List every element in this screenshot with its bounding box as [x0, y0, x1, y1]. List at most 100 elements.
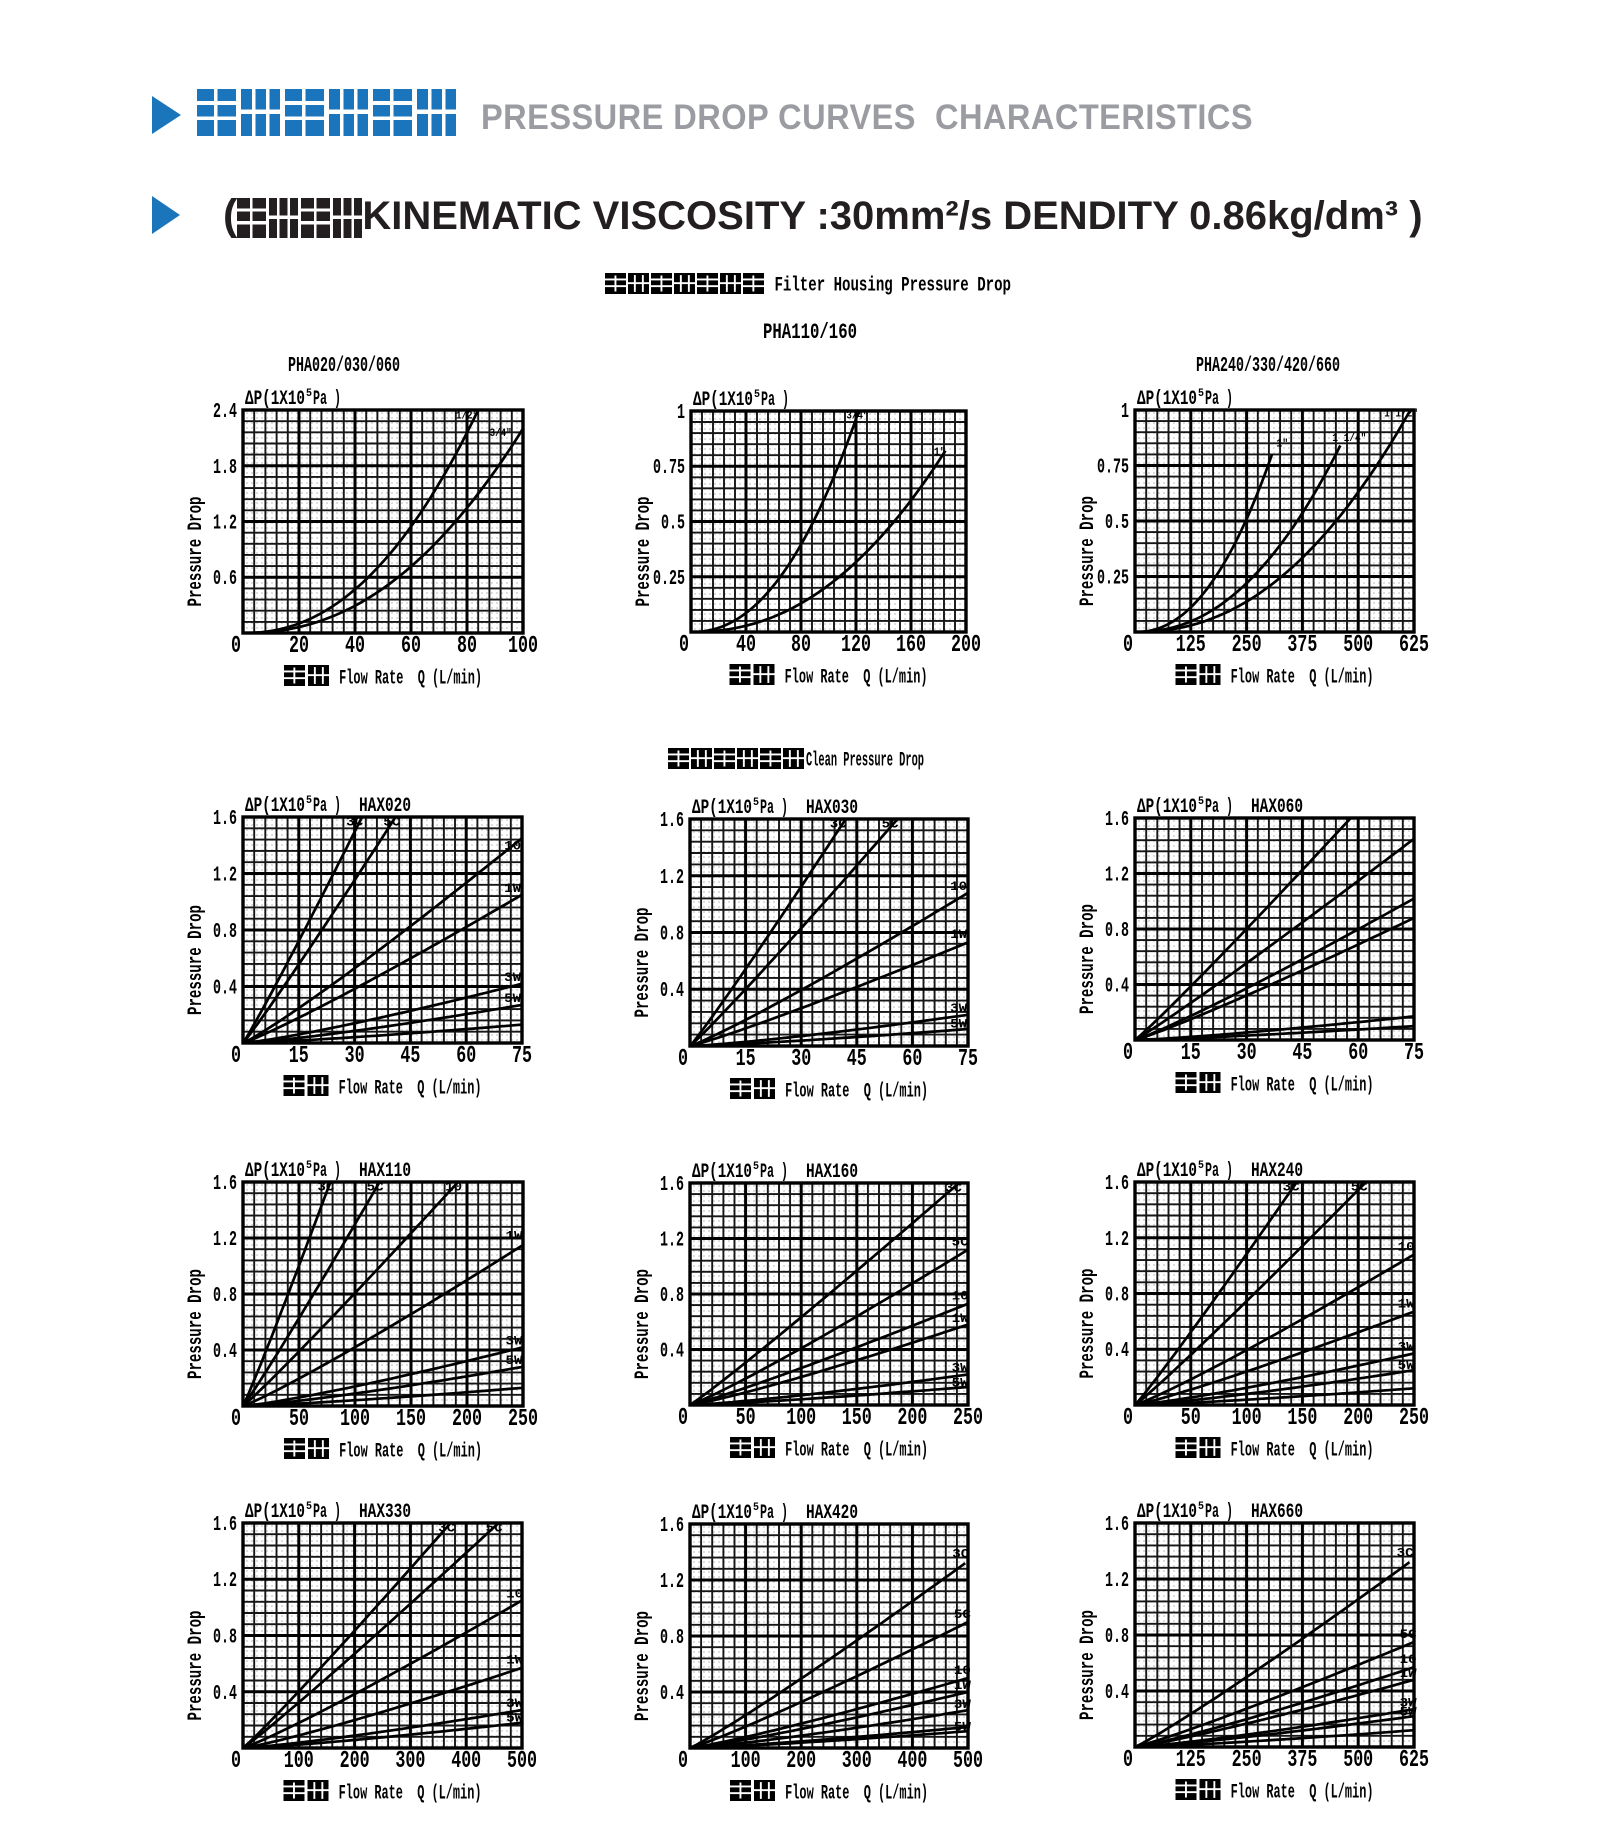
svg-text:0.4: 0.4: [1105, 1340, 1129, 1363]
svg-text:0.8: 0.8: [1105, 1285, 1129, 1308]
svg-text:1W: 1W: [950, 927, 967, 942]
svg-text:3/4": 3/4": [846, 411, 868, 423]
svg-text:1.2: 1.2: [213, 513, 237, 536]
svg-text:300: 300: [842, 1748, 872, 1775]
svg-text:0: 0: [678, 1046, 688, 1073]
svg-text:0.8: 0.8: [1105, 1626, 1129, 1649]
svg-text:Pa ): Pa ): [1205, 388, 1233, 411]
svg-text:ΔP(1X10: ΔP(1X10: [245, 388, 305, 411]
svg-text:Pa ): Pa ): [1205, 796, 1233, 819]
svg-text:250: 250: [1399, 1405, 1429, 1432]
svg-text:ΔP(1X10: ΔP(1X10: [693, 389, 753, 412]
svg-text:0.4: 0.4: [660, 1341, 684, 1364]
svg-text:300: 300: [395, 1748, 425, 1775]
svg-text:60: 60: [902, 1046, 922, 1073]
svg-text:0.8: 0.8: [660, 924, 684, 947]
svg-text:ΔP(1X10: ΔP(1X10: [1137, 1501, 1197, 1524]
svg-text:5: 5: [1198, 388, 1204, 400]
svg-text:150: 150: [1287, 1405, 1317, 1432]
svg-text:5: 5: [753, 1502, 759, 1514]
svg-text:ΔP(1X10: ΔP(1X10: [692, 1502, 752, 1525]
svg-text:1/2": 1/2": [456, 410, 478, 422]
svg-text:3C: 3C: [952, 1547, 969, 1562]
svg-text:5W: 5W: [1398, 1358, 1415, 1373]
svg-text:Pressure Drop: Pressure Drop: [1077, 1269, 1100, 1379]
svg-text:1 1/2": 1 1/2": [1384, 409, 1418, 421]
svg-text:5C: 5C: [1351, 1179, 1368, 1194]
svg-text:Pressure Drop: Pressure Drop: [185, 1269, 208, 1379]
svg-text:1.2: 1.2: [213, 865, 237, 888]
svg-text:Filter Housing Pressure Drop: Filter Housing Pressure Drop: [766, 275, 1011, 298]
svg-text:1: 1: [677, 402, 685, 425]
svg-text:1W: 1W: [1398, 1296, 1415, 1311]
svg-text:375: 375: [1287, 1747, 1317, 1774]
svg-text:400: 400: [897, 1748, 927, 1775]
svg-text:3C: 3C: [945, 1180, 962, 1195]
svg-text:10: 10: [504, 839, 521, 854]
svg-text:Pa ): Pa ): [760, 1161, 788, 1184]
svg-text:10: 10: [506, 1587, 523, 1602]
svg-text:5: 5: [753, 797, 759, 809]
svg-text:Flow Rate Q (L/min): Flow Rate Q (L/min): [778, 1783, 928, 1806]
svg-text:5W: 5W: [950, 1017, 967, 1032]
svg-text:1.6: 1.6: [660, 1174, 684, 1197]
svg-text:5W: 5W: [504, 991, 521, 1006]
svg-text:10: 10: [952, 1289, 969, 1304]
svg-text:200: 200: [897, 1405, 927, 1432]
svg-text:0.4: 0.4: [1105, 1682, 1129, 1705]
svg-text:500: 500: [953, 1748, 983, 1775]
svg-text:3C: 3C: [438, 1520, 455, 1535]
svg-text:200: 200: [786, 1748, 816, 1775]
svg-text:Flow Rate Q (L/min): Flow Rate Q (L/min): [332, 1441, 482, 1464]
svg-text:Pressure Drop: Pressure Drop: [1077, 904, 1100, 1014]
svg-text:75: 75: [958, 1046, 978, 1073]
svg-text:1: 1: [1121, 401, 1129, 424]
svg-text:HAX110: HAX110: [359, 1160, 411, 1183]
svg-text:1W: 1W: [954, 1678, 971, 1693]
svg-text:ΔP(1X10: ΔP(1X10: [245, 1501, 305, 1524]
svg-text:30: 30: [345, 1043, 365, 1070]
svg-text:5C: 5C: [486, 1520, 503, 1535]
svg-text:15: 15: [1181, 1040, 1201, 1067]
svg-text:0.6: 0.6: [213, 568, 237, 591]
svg-text:20: 20: [289, 633, 309, 660]
svg-text:1 1/4": 1 1/4": [1332, 433, 1366, 445]
svg-text:3W: 3W: [1398, 1340, 1415, 1355]
svg-text:0.8: 0.8: [660, 1627, 684, 1650]
svg-text:Flow Rate Q (L/min): Flow Rate Q (L/min): [332, 668, 482, 691]
svg-text:3W: 3W: [950, 1001, 967, 1016]
svg-text:100: 100: [1232, 1405, 1262, 1432]
svg-text:3W: 3W: [952, 1361, 969, 1376]
svg-text:0.25: 0.25: [1097, 568, 1129, 591]
svg-text:0.75: 0.75: [653, 457, 685, 480]
svg-text:Flow Rate Q (L/min): Flow Rate Q (L/min): [332, 1078, 482, 1101]
svg-text:5C: 5C: [1400, 1627, 1417, 1642]
svg-text:500: 500: [1343, 1747, 1373, 1774]
svg-text:0.5: 0.5: [1105, 512, 1129, 535]
svg-text:Pa ): Pa ): [761, 389, 789, 412]
svg-text:10: 10: [1400, 1652, 1417, 1667]
svg-text:3W: 3W: [506, 1333, 523, 1348]
svg-text:50: 50: [1181, 1405, 1201, 1432]
svg-text:5C: 5C: [383, 815, 400, 830]
svg-text:5C: 5C: [367, 1179, 384, 1194]
svg-text:5: 5: [1198, 1160, 1204, 1172]
svg-text:Pa ): Pa ): [1205, 1501, 1233, 1524]
svg-text:Flow Rate Q (L/min): Flow Rate Q (L/min): [1224, 1075, 1374, 1098]
svg-text:500: 500: [1343, 632, 1373, 659]
svg-text:1.2: 1.2: [1105, 1570, 1129, 1593]
svg-text:1.2: 1.2: [213, 1229, 237, 1252]
svg-text:PHA110/160: PHA110/160: [763, 320, 857, 345]
svg-text:Pressure Drop: Pressure Drop: [632, 1269, 655, 1379]
svg-text:ΔP(1X10: ΔP(1X10: [1137, 1160, 1197, 1183]
svg-text:15: 15: [289, 1043, 309, 1070]
svg-text:0.8: 0.8: [1105, 920, 1129, 943]
svg-text:3/4": 3/4": [490, 428, 512, 440]
svg-text:1W: 1W: [506, 1228, 523, 1243]
svg-text:100: 100: [731, 1748, 761, 1775]
svg-text:500: 500: [507, 1748, 537, 1775]
svg-text:5: 5: [754, 389, 760, 401]
svg-text:HAX060: HAX060: [1251, 796, 1303, 819]
svg-text:5: 5: [306, 388, 312, 400]
svg-text:80: 80: [791, 632, 811, 659]
